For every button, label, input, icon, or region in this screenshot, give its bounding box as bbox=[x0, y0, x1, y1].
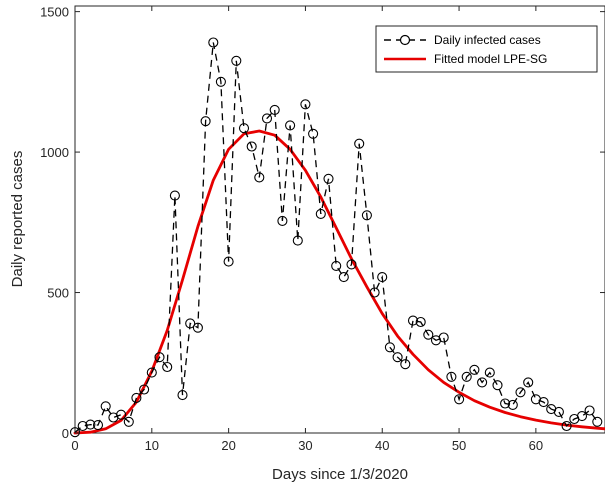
daily-cases-point bbox=[331, 260, 342, 271]
daily-cases-point bbox=[285, 120, 296, 131]
daily-cases-point bbox=[492, 380, 503, 391]
x-tick-label: 0 bbox=[71, 438, 78, 453]
daily-cases-point bbox=[507, 399, 518, 410]
y-tick-label: 1000 bbox=[40, 145, 69, 160]
legend-box bbox=[375, 25, 598, 73]
daily-cases-point bbox=[538, 397, 549, 408]
daily-cases-point bbox=[69, 427, 81, 438]
daily-cases-point bbox=[561, 420, 572, 432]
daily-cases-point bbox=[454, 394, 465, 405]
daily-cases-point bbox=[438, 332, 449, 343]
daily-cases-point bbox=[238, 123, 250, 134]
x-tick-label: 60 bbox=[529, 438, 543, 453]
daily-cases-point bbox=[85, 419, 96, 430]
daily-cases-point bbox=[100, 401, 111, 412]
daily-cases-point bbox=[392, 352, 403, 363]
observed-series bbox=[69, 37, 603, 438]
fitted-model-line bbox=[73, 129, 605, 435]
legend-fit-label: Fitted model LPE-SG bbox=[434, 52, 547, 66]
daily-cases-point bbox=[231, 55, 242, 66]
daily-cases-point bbox=[346, 259, 357, 270]
daily-cases-point bbox=[369, 287, 380, 298]
daily-cases-point bbox=[162, 361, 173, 373]
x-tick-label: 10 bbox=[145, 438, 159, 453]
legend-observed-marker bbox=[399, 34, 411, 46]
daily-cases-point bbox=[354, 138, 365, 149]
daily-cases-point bbox=[277, 215, 288, 226]
daily-cases-point bbox=[208, 37, 219, 48]
daily-cases-point bbox=[553, 406, 564, 417]
daily-cases-point bbox=[192, 322, 203, 333]
daily-cases-point bbox=[323, 173, 334, 184]
daily-cases-point bbox=[185, 318, 196, 329]
daily-cases-point bbox=[254, 172, 265, 183]
daily-cases-point bbox=[269, 104, 280, 115]
x-tick-label: 40 bbox=[375, 438, 389, 453]
daily-cases-point bbox=[308, 128, 319, 139]
daily-cases-point bbox=[315, 208, 326, 219]
daily-cases-point bbox=[169, 190, 180, 201]
daily-cases-point bbox=[92, 420, 104, 431]
daily-cases-point bbox=[139, 384, 150, 395]
daily-cases-point bbox=[407, 315, 419, 326]
y-axis-label: Daily reported cases bbox=[9, 151, 26, 288]
daily-cases-point bbox=[77, 420, 88, 432]
plot-area: 0 10 20 30 40 50 60 0 500 1000 1500 bbox=[40, 5, 605, 453]
daily-cases-point bbox=[292, 235, 303, 246]
daily-cases-point bbox=[523, 377, 534, 388]
y-tick-label: 500 bbox=[47, 286, 69, 301]
daily-cases-point bbox=[400, 359, 411, 370]
axis-ticks: 0 10 20 30 40 50 60 0 500 1000 1500 bbox=[40, 5, 605, 453]
daily-cases-point bbox=[477, 377, 488, 388]
daily-cases-point bbox=[515, 387, 526, 398]
daily-cases-point bbox=[200, 116, 211, 127]
daily-cases-point bbox=[131, 392, 142, 403]
daily-cases-point bbox=[338, 272, 349, 283]
daily-cases-point bbox=[592, 416, 603, 427]
x-tick-label: 50 bbox=[452, 438, 466, 453]
legend: Daily infected cases Fitted model LPE-SG bbox=[375, 25, 598, 73]
daily-cases-point bbox=[154, 352, 165, 363]
daily-cases-point bbox=[300, 99, 311, 110]
daily-cases-point bbox=[223, 256, 234, 267]
legend-observed-label: Daily infected cases bbox=[434, 33, 541, 47]
daily-cases-point bbox=[500, 398, 511, 409]
y-tick-label: 1500 bbox=[40, 5, 69, 20]
daily-cases-point bbox=[576, 411, 588, 422]
daily-cases-point bbox=[361, 210, 372, 221]
daily-cases-point bbox=[384, 342, 395, 353]
daily-cases-point bbox=[415, 316, 426, 328]
daily-cases-point bbox=[469, 364, 480, 375]
daily-cases-point bbox=[215, 76, 226, 87]
daily-cases-point bbox=[177, 390, 188, 401]
y-tick-label: 0 bbox=[62, 426, 69, 441]
x-axis-label: Days since 1/3/2020 bbox=[272, 466, 408, 483]
daily-cases-point bbox=[116, 409, 127, 420]
daily-cases-point bbox=[246, 141, 257, 152]
daily-cases-point bbox=[584, 405, 595, 416]
x-tick-label: 20 bbox=[221, 438, 235, 453]
daily-cases-point bbox=[261, 113, 273, 124]
daily-cases-point bbox=[377, 272, 388, 283]
x-tick-label: 30 bbox=[298, 438, 312, 453]
daily-cases-point bbox=[123, 416, 134, 427]
daily-cases-point bbox=[461, 371, 472, 382]
daily-cases-point bbox=[146, 367, 157, 378]
fitted-series bbox=[73, 129, 605, 435]
daily-cases-point bbox=[484, 367, 495, 378]
daily-cases-point bbox=[446, 371, 457, 382]
daily-cases-point bbox=[423, 329, 434, 340]
